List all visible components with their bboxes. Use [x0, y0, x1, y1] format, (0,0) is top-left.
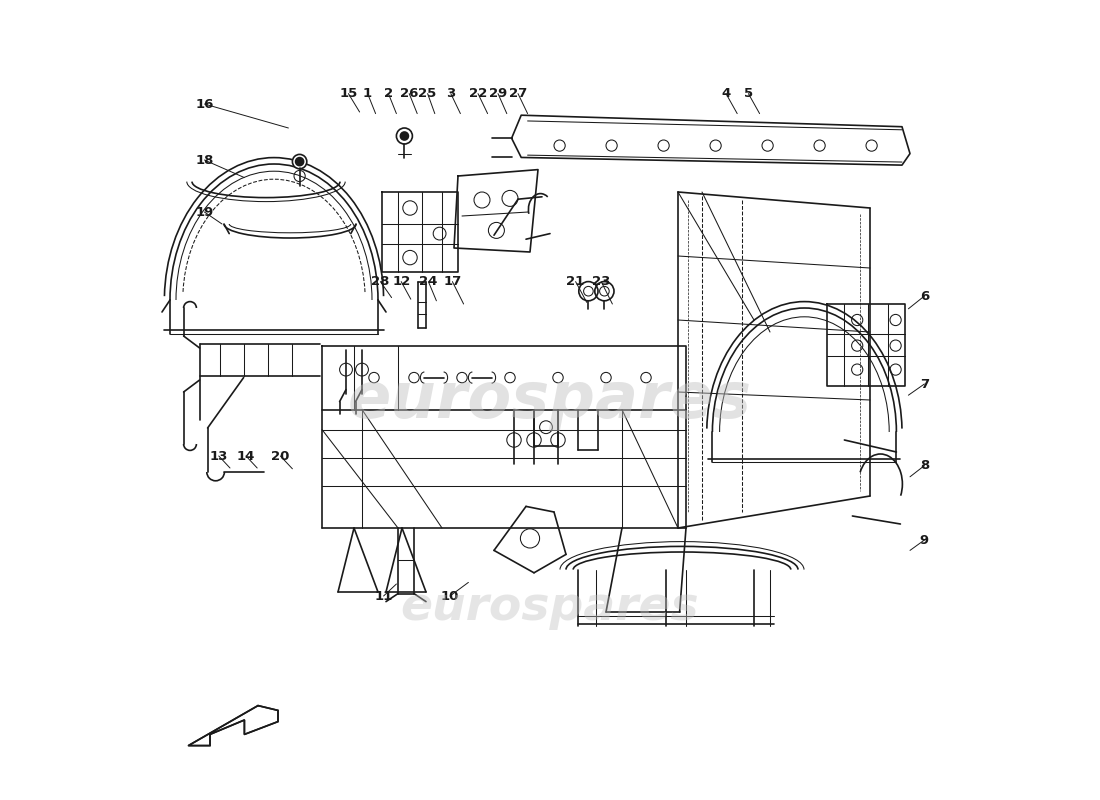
Text: 2: 2 — [384, 87, 393, 100]
Text: 18: 18 — [195, 154, 213, 166]
Circle shape — [400, 132, 408, 140]
Text: 10: 10 — [441, 590, 459, 602]
Text: 22: 22 — [469, 87, 487, 100]
Text: 16: 16 — [195, 98, 213, 110]
Text: 27: 27 — [509, 87, 527, 100]
Text: 17: 17 — [443, 275, 462, 288]
Text: 1: 1 — [363, 87, 372, 100]
Text: 20: 20 — [272, 450, 289, 462]
Text: 12: 12 — [392, 275, 410, 288]
Text: 11: 11 — [374, 590, 393, 602]
Text: 13: 13 — [210, 450, 228, 462]
Circle shape — [293, 154, 307, 169]
Text: 24: 24 — [419, 275, 438, 288]
Text: 29: 29 — [488, 87, 507, 100]
Text: eurospares: eurospares — [348, 369, 752, 431]
Text: 14: 14 — [236, 450, 255, 462]
Text: 25: 25 — [418, 87, 437, 100]
Text: 4: 4 — [722, 87, 730, 100]
Text: eurospares: eurospares — [400, 586, 700, 630]
Polygon shape — [188, 706, 278, 746]
Text: 23: 23 — [592, 275, 611, 288]
Text: 3: 3 — [447, 87, 455, 100]
Text: 28: 28 — [371, 275, 389, 288]
Text: 6: 6 — [920, 290, 929, 302]
Text: 21: 21 — [566, 275, 585, 288]
Text: 5: 5 — [744, 87, 754, 100]
Text: 19: 19 — [196, 206, 213, 218]
Circle shape — [296, 158, 304, 166]
Text: 15: 15 — [339, 87, 358, 100]
Text: 8: 8 — [920, 459, 929, 472]
Text: 7: 7 — [920, 378, 929, 390]
Text: 26: 26 — [400, 87, 418, 100]
Text: 9: 9 — [920, 534, 929, 546]
